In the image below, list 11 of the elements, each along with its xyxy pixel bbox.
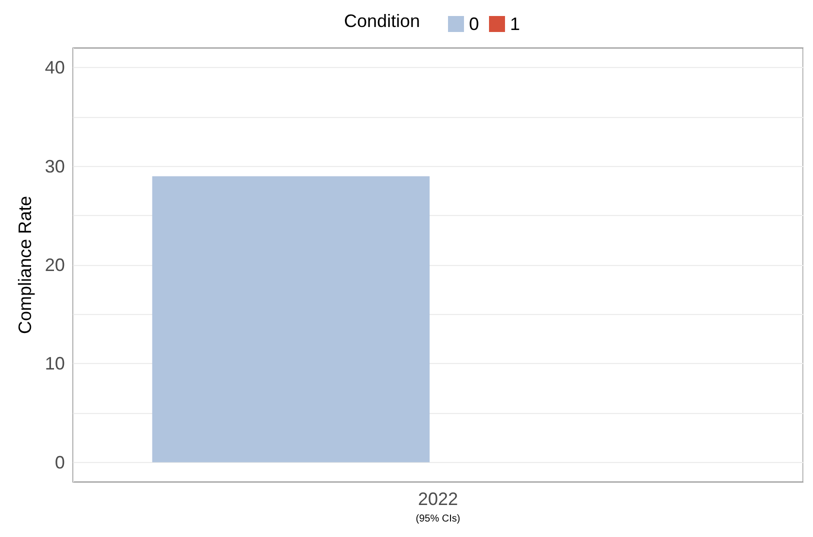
- legend-label: 1: [510, 14, 520, 34]
- x-tick-label: 2022: [418, 489, 458, 509]
- legend-label: 0: [469, 14, 480, 34]
- y-tick-label: 10: [44, 354, 65, 374]
- x-axis-title: (95% CIs): [416, 514, 460, 524]
- legend-title: Condition: [344, 11, 420, 31]
- y-tick-label: 20: [44, 255, 65, 275]
- y-tick-label: 30: [44, 156, 65, 176]
- y-axis-title: Compliance Rate: [15, 196, 35, 334]
- y-tick-label: 0: [54, 452, 65, 472]
- y-tick-label: 40: [44, 58, 65, 78]
